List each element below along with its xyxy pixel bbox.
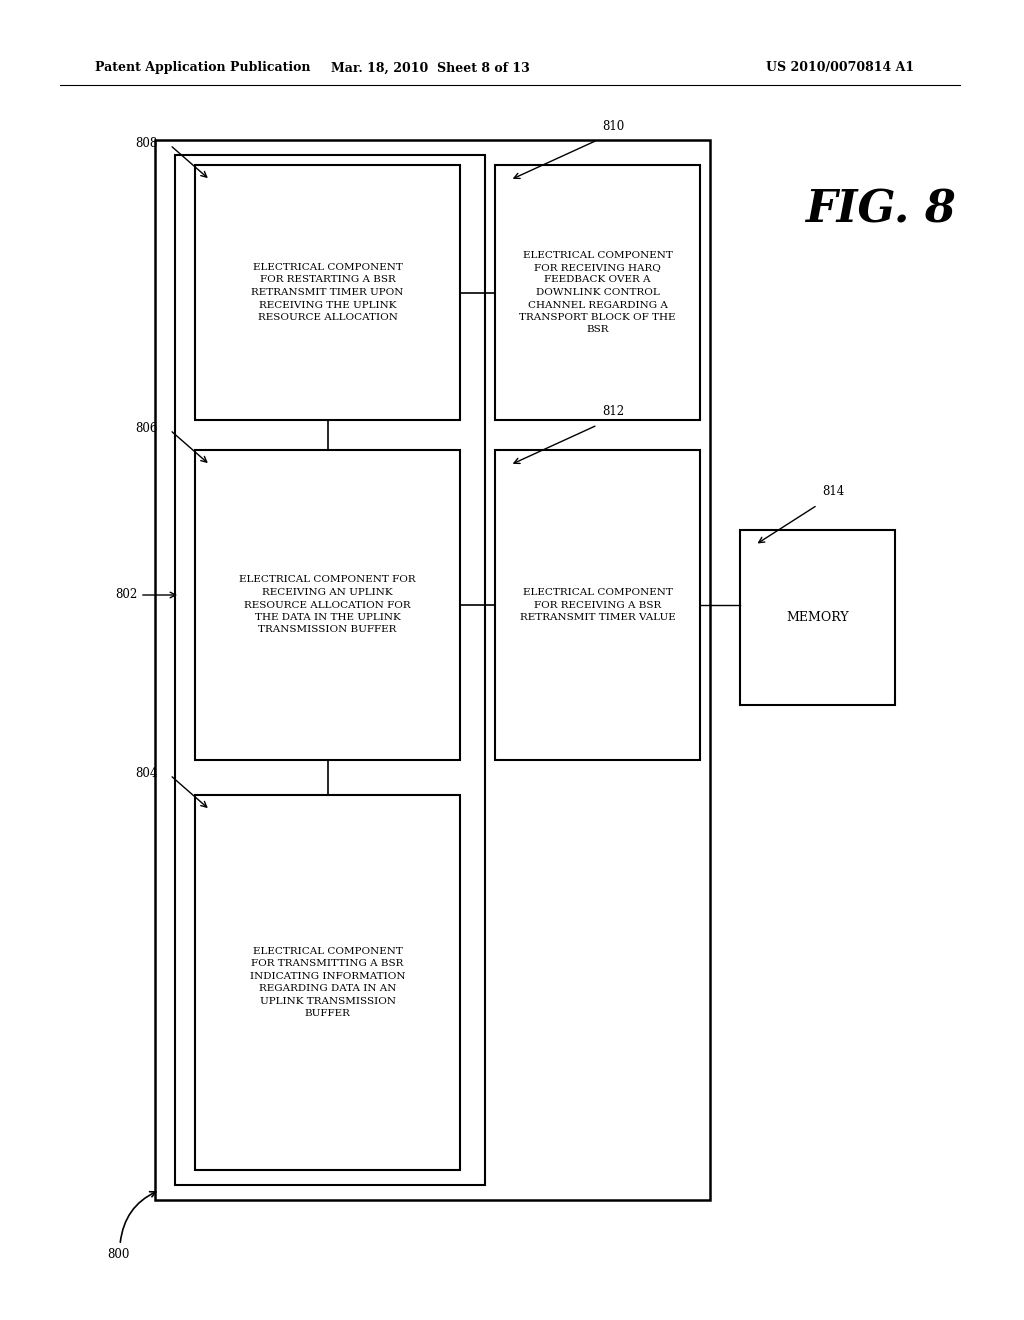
Text: MEMORY: MEMORY (786, 611, 849, 624)
Text: ELECTRICAL COMPONENT
FOR RECEIVING HARQ
FEEDBACK OVER A
DOWNLINK CONTROL
CHANNEL: ELECTRICAL COMPONENT FOR RECEIVING HARQ … (519, 251, 676, 334)
Text: 802: 802 (115, 589, 137, 602)
Bar (175, 154, 485, 1185)
Text: 804: 804 (135, 767, 158, 780)
Bar (195, 450, 460, 760)
Text: US 2010/0070814 A1: US 2010/0070814 A1 (766, 62, 914, 74)
Text: 812: 812 (602, 405, 625, 418)
Text: 800: 800 (106, 1249, 129, 1262)
Text: FIG. 8: FIG. 8 (805, 189, 955, 231)
Text: 814: 814 (822, 484, 845, 498)
Bar (195, 795, 460, 1170)
Bar (195, 165, 460, 420)
Text: 808: 808 (135, 137, 158, 150)
Text: ELECTRICAL COMPONENT
FOR RECEIVING A BSR
RETRANSMIT TIMER VALUE: ELECTRICAL COMPONENT FOR RECEIVING A BSR… (519, 587, 676, 622)
Text: 806: 806 (135, 422, 158, 436)
Text: ELECTRICAL COMPONENT
FOR TRANSMITTING A BSR
INDICATING INFORMATION
REGARDING DAT: ELECTRICAL COMPONENT FOR TRANSMITTING A … (250, 946, 406, 1018)
Bar (495, 450, 700, 760)
Bar (155, 140, 710, 1200)
Text: ELECTRICAL COMPONENT FOR
RECEIVING AN UPLINK
RESOURCE ALLOCATION FOR
THE DATA IN: ELECTRICAL COMPONENT FOR RECEIVING AN UP… (240, 576, 416, 635)
Text: ELECTRICAL COMPONENT
FOR RESTARTING A BSR
RETRANSMIT TIMER UPON
RECEIVING THE UP: ELECTRICAL COMPONENT FOR RESTARTING A BS… (251, 263, 403, 322)
Bar (495, 165, 700, 420)
Text: Patent Application Publication: Patent Application Publication (95, 62, 310, 74)
Text: Mar. 18, 2010  Sheet 8 of 13: Mar. 18, 2010 Sheet 8 of 13 (331, 62, 529, 74)
Bar (740, 531, 895, 705)
Text: 810: 810 (602, 120, 625, 133)
